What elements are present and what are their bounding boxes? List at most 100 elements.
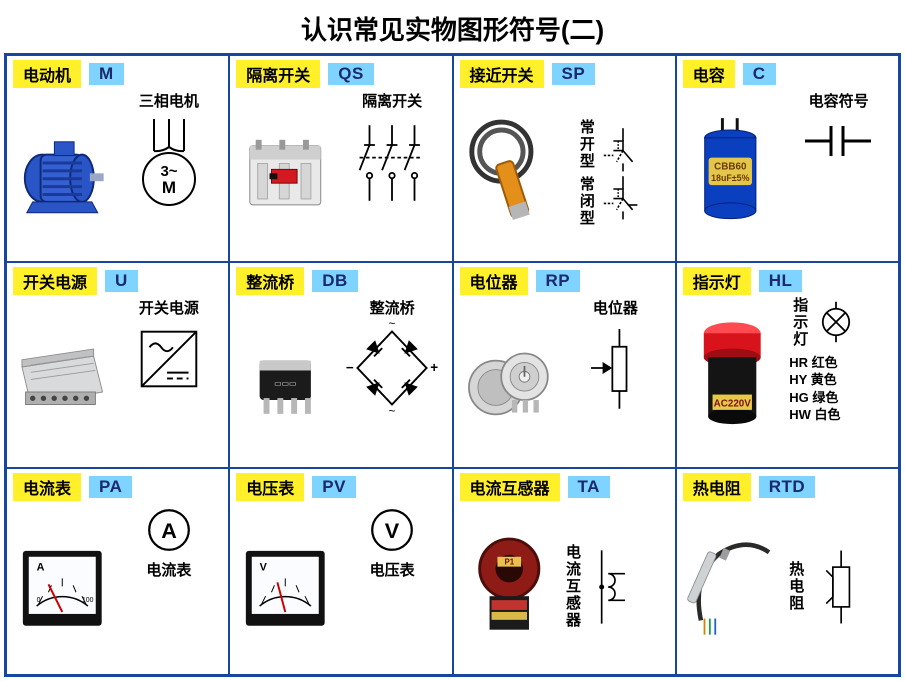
cell-bridge: 整流桥 DB ▭▭▭ 整流桥 xyxy=(229,262,452,469)
sub-label: 电容符号 xyxy=(809,90,869,111)
psu-photo xyxy=(13,297,112,464)
code-badge: PV xyxy=(312,476,356,498)
svg-text:18uF±5%: 18uF±5% xyxy=(711,173,749,183)
rtd-symbol xyxy=(808,539,866,635)
name-badge: 整流桥 xyxy=(236,267,304,295)
code-badge: PA xyxy=(89,476,132,498)
svg-text:A: A xyxy=(161,518,177,543)
sub-label: 电流互感器 xyxy=(562,544,583,629)
code-badge: TA xyxy=(568,476,610,498)
svg-text:−: − xyxy=(346,359,354,374)
name-badge: 隔离开关 xyxy=(236,60,320,88)
poster: 认识常见实物图形符号(二) 电动机 M xyxy=(0,0,905,681)
name-badge: 接近开关 xyxy=(460,60,544,88)
code-badge: QS xyxy=(328,63,374,85)
svg-text:+: + xyxy=(430,359,438,374)
sub-label: 开关电源 xyxy=(139,297,199,318)
capacitor-symbol xyxy=(799,113,879,169)
voltmeter-icon: V xyxy=(236,503,335,670)
cell-rtd: 热电阻 RTD 热电阻 xyxy=(676,468,899,675)
name-badge: 热电阻 xyxy=(683,473,751,501)
cell-voltmeter: 电压表 PV V xyxy=(229,468,452,675)
name-badge: 电容 xyxy=(683,60,735,88)
motor-icon xyxy=(13,90,112,257)
code-badge: C xyxy=(743,63,776,85)
cell-isolator: 隔离开关 QS xyxy=(229,55,452,262)
svg-text:▭▭▭: ▭▭▭ xyxy=(274,379,296,388)
svg-text:M: M xyxy=(162,178,176,197)
bridge-icon: ▭▭▭ xyxy=(236,297,335,464)
svg-text:AC220V: AC220V xyxy=(713,398,751,409)
sub-nc: 常闭型 xyxy=(576,176,597,227)
voltmeter-photo: V xyxy=(236,503,335,670)
code-badge: HL xyxy=(759,270,803,292)
bridge-symbol: ~ ~ − + xyxy=(344,320,440,416)
cell-lamp: 指示灯 HL AC220V 指示 xyxy=(676,262,899,469)
name-badge: 开关电源 xyxy=(13,267,97,295)
psu-symbol xyxy=(130,320,208,398)
name-badge: 电动机 xyxy=(13,60,81,88)
code-badge: U xyxy=(105,270,138,292)
isolator-photo xyxy=(236,90,335,257)
sub-label: 电压表 xyxy=(370,559,415,580)
cell-pot: 电位器 RP xyxy=(453,262,676,469)
svg-text:V: V xyxy=(385,518,400,543)
name-badge: 指示灯 xyxy=(683,267,751,295)
svg-text:V: V xyxy=(260,562,268,574)
name-badge: 电位器 xyxy=(460,267,528,295)
proximity-symbol xyxy=(599,118,655,228)
ammeter-symbol: A xyxy=(142,503,196,557)
cell-motor: 电动机 M xyxy=(6,55,229,262)
name-badge: 电压表 xyxy=(236,473,304,501)
code-badge: RP xyxy=(536,270,581,292)
isolator-icon xyxy=(236,90,335,257)
sub-label: 热电阻 xyxy=(785,561,806,612)
lamp-photo: AC220V xyxy=(683,297,781,464)
proximity-icon xyxy=(460,90,559,257)
cell-psu: 开关电源 U xyxy=(6,262,229,469)
name-badge: 电流表 xyxy=(13,473,81,501)
code-badge: DB xyxy=(312,270,358,292)
sub-label: 隔离开关 xyxy=(362,90,422,111)
cell-capacitor: 电容 C CBB60 18uF±5% xyxy=(676,55,899,262)
sub-no: 常开型 xyxy=(576,119,597,170)
svg-text:~: ~ xyxy=(389,320,396,331)
ct-icon: P1 xyxy=(460,503,559,670)
motor-symbol: 3~ M xyxy=(124,113,214,213)
component-grid: 电动机 M xyxy=(4,53,901,677)
code-badge: M xyxy=(89,63,124,85)
sub-label: 指示灯 xyxy=(789,297,810,348)
capacitor-icon: CBB60 18uF±5% xyxy=(683,90,782,257)
ammeter-photo: A 0 100 xyxy=(13,503,112,670)
isolator-symbol xyxy=(347,113,437,213)
pot-photo xyxy=(460,297,559,464)
proximity-photo xyxy=(460,90,559,257)
lamp-color-list: HR 红色 HY 黄色 HG 绿色 HW 白色 xyxy=(789,354,840,424)
motor-photo xyxy=(13,90,112,257)
ct-symbol xyxy=(585,539,635,635)
pot-icon xyxy=(460,297,559,464)
lamp-icon: AC220V xyxy=(683,297,781,464)
capacitor-photo: CBB60 18uF±5% xyxy=(683,90,782,257)
svg-text:CBB60: CBB60 xyxy=(714,161,747,172)
cell-proximity: 接近开关 SP 常开型 常闭型 xyxy=(453,55,676,262)
cell-ammeter: 电流表 PA A 0 xyxy=(6,468,229,675)
psu-icon xyxy=(13,297,112,464)
page-title: 认识常见实物图形符号(二) xyxy=(0,0,905,53)
sub-label: 整流桥 xyxy=(370,297,415,318)
svg-text:A: A xyxy=(37,562,45,574)
svg-text:P1: P1 xyxy=(504,558,514,567)
voltmeter-symbol: V xyxy=(365,503,419,557)
pot-symbol xyxy=(584,320,646,416)
bridge-photo: ▭▭▭ xyxy=(236,297,335,464)
svg-text:~: ~ xyxy=(389,406,396,416)
sub-label: 电位器 xyxy=(593,297,638,318)
sub-label: 三相电机 xyxy=(139,90,199,111)
rtd-photo xyxy=(683,503,782,670)
sub-label: 电流表 xyxy=(146,559,191,580)
lamp-symbol xyxy=(814,300,858,344)
ammeter-icon: A 0 100 xyxy=(13,503,112,670)
cell-ct: 电流互感器 TA P1 电流互感器 xyxy=(453,468,676,675)
ct-photo: P1 xyxy=(460,503,559,670)
rtd-icon xyxy=(683,503,782,670)
